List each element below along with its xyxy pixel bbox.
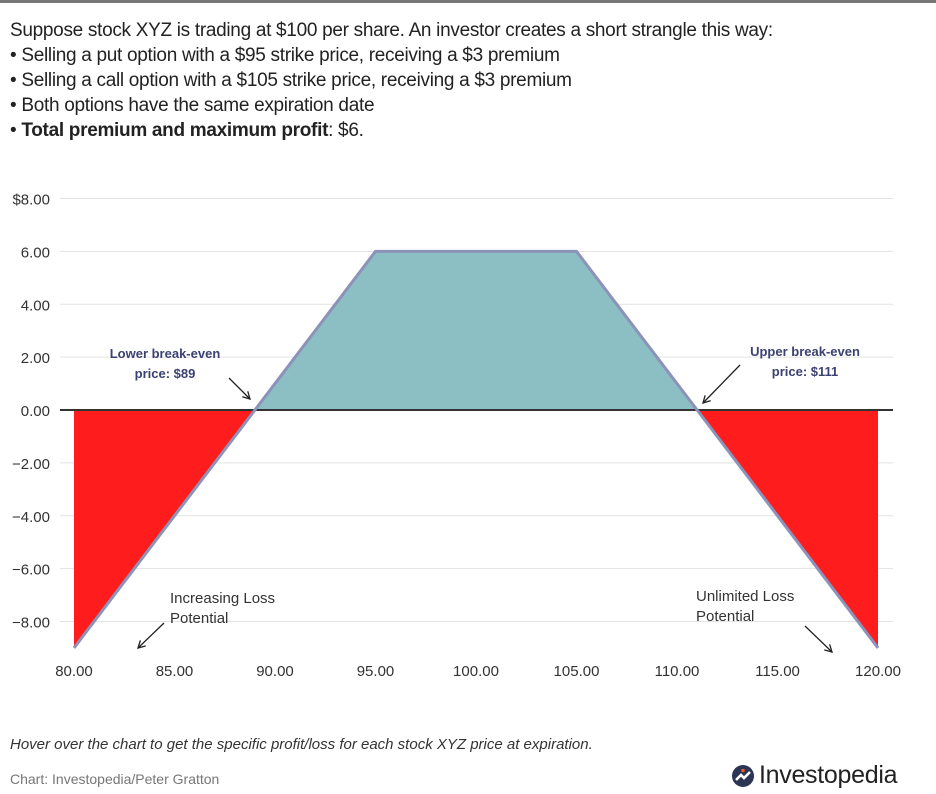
intro-lead: Suppose stock XYZ is trading at $100 per… <box>10 20 773 41</box>
y-tick-label: 6.00 <box>21 244 50 261</box>
payoff-line <box>72 249 880 649</box>
x-tick-label: 80.00 <box>55 663 93 680</box>
profit-loss-chart[interactable]: $8.00 6.00 4.00 2.00 0.00 −2.00 −4.00 −6.00 −8.0… <box>0 0 936 720</box>
bullet-item: • Selling a call option with a $105 stri… <box>10 70 572 91</box>
cut-off-title-bar <box>0 0 936 3</box>
increasing-loss-arrow-head <box>137 640 146 649</box>
investopedia-logo-icon <box>732 764 754 787</box>
logo-text: Investopedia <box>759 761 898 789</box>
increasing-loss-label: Potential <box>170 610 228 627</box>
unlimited-loss-label: Potential <box>696 608 754 625</box>
profit-area <box>254 251 698 410</box>
x-tick-label: 105.00 <box>554 663 600 680</box>
bullet-item: • Both options have the same expiration … <box>10 95 375 116</box>
y-tick-label: $8.00 <box>12 192 50 209</box>
y-tick-label: 4.00 <box>21 297 50 314</box>
lower-break-even-label: Lower break-even <box>110 346 221 361</box>
bullet-item: • Selling a put option with a $95 strike… <box>10 45 560 66</box>
investopedia-logo: Investopedia <box>731 761 897 790</box>
intro-text: Suppose stock XYZ is trading at $100 per… <box>10 18 773 143</box>
x-tick-label: 85.00 <box>156 663 194 680</box>
x-tick-label: 95.00 <box>357 663 395 680</box>
x-tick-label: 120.00 <box>855 663 901 680</box>
upper-break-even-arrow-head <box>702 395 711 404</box>
y-tick-label: −6.00 <box>12 562 50 579</box>
bullet-bold: Total premium and maximum profit <box>21 120 329 141</box>
x-tick-label: 100.00 <box>453 663 499 680</box>
x-tick-label: 90.00 <box>256 663 294 680</box>
y-tick-label: 2.00 <box>21 350 50 367</box>
bullet-item: • Total premium and maximum profit: $6. <box>10 120 364 141</box>
upper-break-even-label: price: $111 <box>772 364 839 379</box>
y-tick-label: 0.00 <box>21 403 50 420</box>
bullet-text: Selling a call option with a $105 strike… <box>21 70 572 91</box>
y-tick-label: −8.00 <box>12 615 50 632</box>
lower-break-even-label: price: $89 <box>135 366 196 381</box>
bullet-text: Both options have the same expiration da… <box>21 95 375 116</box>
upper-break-even-label: Upper break-even <box>750 344 860 359</box>
increasing-loss-arrow <box>137 622 165 649</box>
y-tick-label: −2.00 <box>12 456 50 473</box>
lower-break-even-arrow-head <box>242 391 251 400</box>
x-tick-label: 115.00 <box>755 663 800 680</box>
increasing-loss-label: Increasing Loss <box>170 590 275 607</box>
chart-credit: Chart: Investopedia/Peter Gratton <box>10 771 220 787</box>
upper-break-even-arrow <box>702 364 741 404</box>
unlimited-loss-arrow <box>804 625 833 653</box>
bullet-text: : $6. <box>328 120 364 141</box>
x-tick-label: 110.00 <box>655 663 700 680</box>
unlimited-loss-arrow-head <box>824 644 833 653</box>
unlimited-loss-label: Unlimited Loss <box>696 588 794 605</box>
lower-break-even-arrow <box>228 377 251 400</box>
y-tick-label: −4.00 <box>12 509 50 526</box>
bullet-text: Selling a put option with a $95 strike p… <box>21 45 560 66</box>
hover-note: Hover over the chart to get the specific… <box>10 736 593 753</box>
